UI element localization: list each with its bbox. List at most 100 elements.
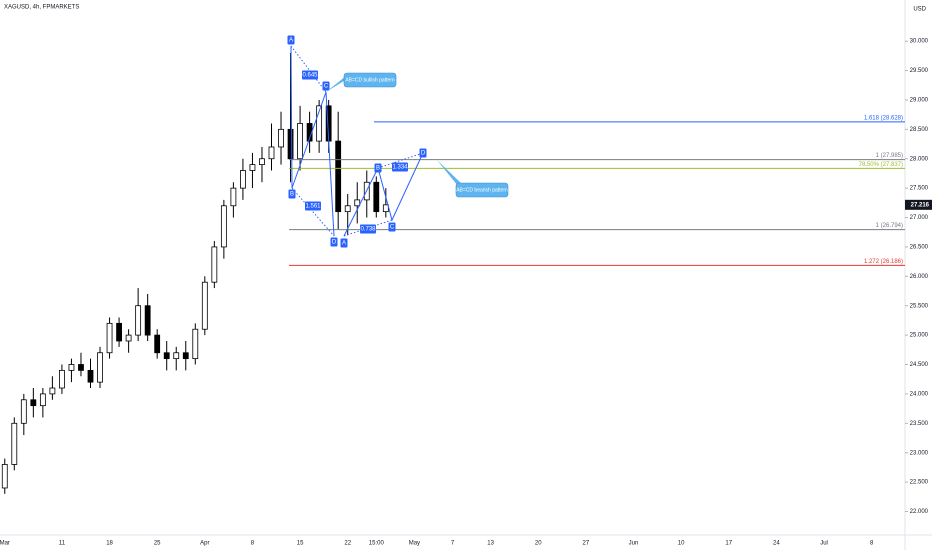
price-badge-label: 27.216 bbox=[911, 202, 930, 208]
chart-title: XAGUSD, 4h, FPMARKETS bbox=[4, 5, 79, 11]
y-tick-label: 27.500 bbox=[910, 186, 929, 192]
candle-body bbox=[259, 158, 265, 166]
candle-body bbox=[268, 146, 275, 160]
candle-body bbox=[173, 352, 180, 360]
candle-body bbox=[382, 204, 389, 213]
ratio-label: 1.334 bbox=[392, 165, 408, 171]
y-tick-label: 24.500 bbox=[910, 362, 929, 368]
x-tick-label: Jun bbox=[629, 541, 639, 547]
callout-label: AB=CD bullish pattern bbox=[345, 77, 395, 83]
candle-body bbox=[278, 128, 284, 148]
x-tick-label: 18 bbox=[106, 541, 113, 547]
candle-body bbox=[11, 422, 18, 465]
candle-body bbox=[125, 334, 132, 342]
y-tick-label: 22.000 bbox=[910, 509, 929, 515]
candle-body bbox=[97, 352, 103, 383]
candle-body bbox=[1, 464, 8, 489]
level-label: 1 (27.985) bbox=[876, 153, 903, 159]
x-tick-label: 10 bbox=[678, 541, 685, 547]
candle-body bbox=[297, 123, 303, 160]
y-tick-label: 25.500 bbox=[910, 303, 929, 309]
point-badge bbox=[288, 189, 296, 199]
candle-body bbox=[240, 170, 246, 189]
y-tick-label: 26.500 bbox=[910, 245, 929, 251]
point-badge bbox=[340, 238, 348, 248]
x-tick-label: 15:00 bbox=[369, 541, 385, 547]
callout-label: AB=CD bearish pattern bbox=[456, 187, 508, 193]
y-tick-label: 28.500 bbox=[910, 127, 929, 133]
point-badge bbox=[330, 237, 338, 247]
y-tick-label: 29.000 bbox=[910, 98, 929, 104]
y-tick-label: 26.000 bbox=[910, 274, 929, 280]
x-tick-label: Jul bbox=[820, 541, 828, 547]
level-label: 78.50% (27.837) bbox=[859, 162, 903, 168]
candle-body bbox=[163, 352, 170, 360]
callout-pointer bbox=[437, 160, 464, 186]
y-tick-label: 22.500 bbox=[910, 480, 929, 486]
point-badge bbox=[419, 148, 427, 158]
x-tick-label: 27 bbox=[583, 541, 590, 547]
candle-body bbox=[116, 322, 122, 342]
callout-box bbox=[455, 182, 509, 198]
candle-body bbox=[287, 128, 294, 160]
x-tick-label: 25 bbox=[154, 541, 161, 547]
candle-body bbox=[201, 281, 208, 330]
x-tick-label: 13 bbox=[487, 541, 494, 547]
x-tick-label: 7 bbox=[451, 541, 455, 547]
candle-body bbox=[211, 246, 218, 283]
candle-body bbox=[68, 364, 75, 371]
x-tick-label: 11 bbox=[59, 541, 66, 547]
candle-body bbox=[316, 105, 323, 142]
x-tick-label: May bbox=[409, 541, 420, 547]
ratio-badge bbox=[392, 162, 408, 172]
candle-body bbox=[230, 187, 237, 207]
candle-body bbox=[135, 305, 142, 336]
level-label: 1.618 (28.628) bbox=[864, 115, 903, 121]
candle-body bbox=[373, 181, 380, 213]
y-tick-label: 24.000 bbox=[910, 391, 929, 397]
x-tick-label: 8 bbox=[870, 541, 874, 547]
y-tick-label: 23.500 bbox=[910, 421, 929, 427]
candle-body bbox=[49, 387, 56, 395]
level-label: 1 (26.794) bbox=[876, 223, 903, 229]
x-tick-label: 22 bbox=[344, 541, 351, 547]
point-label: A bbox=[342, 241, 346, 247]
y-tick-label: 23.000 bbox=[910, 450, 929, 456]
x-tick-label: Mar bbox=[0, 541, 10, 547]
candle-body bbox=[335, 140, 342, 213]
x-tick-label: 24 bbox=[773, 541, 780, 547]
y-tick-label: 25.000 bbox=[910, 333, 929, 339]
candle-body bbox=[220, 205, 227, 248]
candle-body bbox=[154, 334, 161, 354]
point-badge bbox=[287, 35, 295, 45]
x-tick-label: 20 bbox=[535, 541, 542, 547]
y-tick-label: 27.000 bbox=[910, 215, 929, 221]
x-tick-label: 8 bbox=[251, 541, 255, 547]
point-label: B bbox=[376, 166, 380, 172]
candle-body bbox=[354, 199, 361, 207]
candle-body bbox=[30, 399, 37, 407]
candle-body bbox=[344, 205, 351, 213]
pattern-dotted bbox=[290, 45, 335, 237]
ratio-badge bbox=[302, 70, 318, 80]
point-label: A bbox=[289, 38, 293, 44]
point-badge bbox=[322, 81, 330, 91]
y-tick-label: 30.000 bbox=[910, 39, 929, 45]
ratio-badge bbox=[360, 224, 376, 234]
y-tick-label: 28.000 bbox=[910, 156, 929, 162]
candle-body bbox=[249, 164, 256, 171]
candle-body bbox=[182, 352, 189, 360]
candle-body bbox=[106, 322, 113, 354]
point-label: D bbox=[421, 151, 426, 157]
callout-box bbox=[343, 72, 397, 88]
price-badge bbox=[905, 199, 932, 210]
candle-body bbox=[87, 369, 94, 383]
point-label: B bbox=[290, 192, 294, 198]
pattern-line bbox=[343, 152, 424, 237]
ratio-label: 0.645 bbox=[302, 73, 318, 79]
candle-body bbox=[78, 364, 84, 371]
x-tick-label: 15 bbox=[297, 541, 304, 547]
x-tick-label: Apr bbox=[200, 541, 209, 547]
